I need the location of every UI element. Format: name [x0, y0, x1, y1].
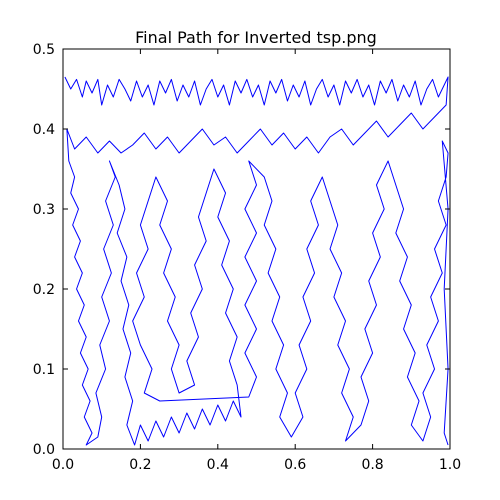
x-tick-label: 0.6: [284, 457, 306, 473]
path-series-0: [64, 76, 449, 446]
y-tick-label: 0.3: [33, 202, 55, 218]
y-tick-label: 0.5: [33, 42, 55, 58]
y-tick-label: 0.1: [33, 362, 55, 378]
axis-ticks: 0.0 0.2 0.4 0.6 0.8 1.0 0.0 0.1 0.2 0.3 0.4 0.5: [33, 42, 461, 473]
x-tick-label: 0.2: [129, 457, 151, 473]
plot-area: [64, 76, 449, 446]
chart-title: Final Path for Inverted tsp.png: [135, 28, 377, 47]
x-tick-label: 0.8: [361, 457, 383, 473]
x-tick-label: 0.4: [207, 457, 229, 473]
y-tick-label: 0.4: [33, 122, 55, 138]
x-tick-label: 0.0: [52, 457, 74, 473]
axes-frame: [62, 48, 451, 450]
x-tick-label: 1.0: [439, 457, 461, 473]
y-tick-label: 0.2: [33, 282, 55, 298]
y-tick-label: 0.0: [33, 442, 55, 458]
